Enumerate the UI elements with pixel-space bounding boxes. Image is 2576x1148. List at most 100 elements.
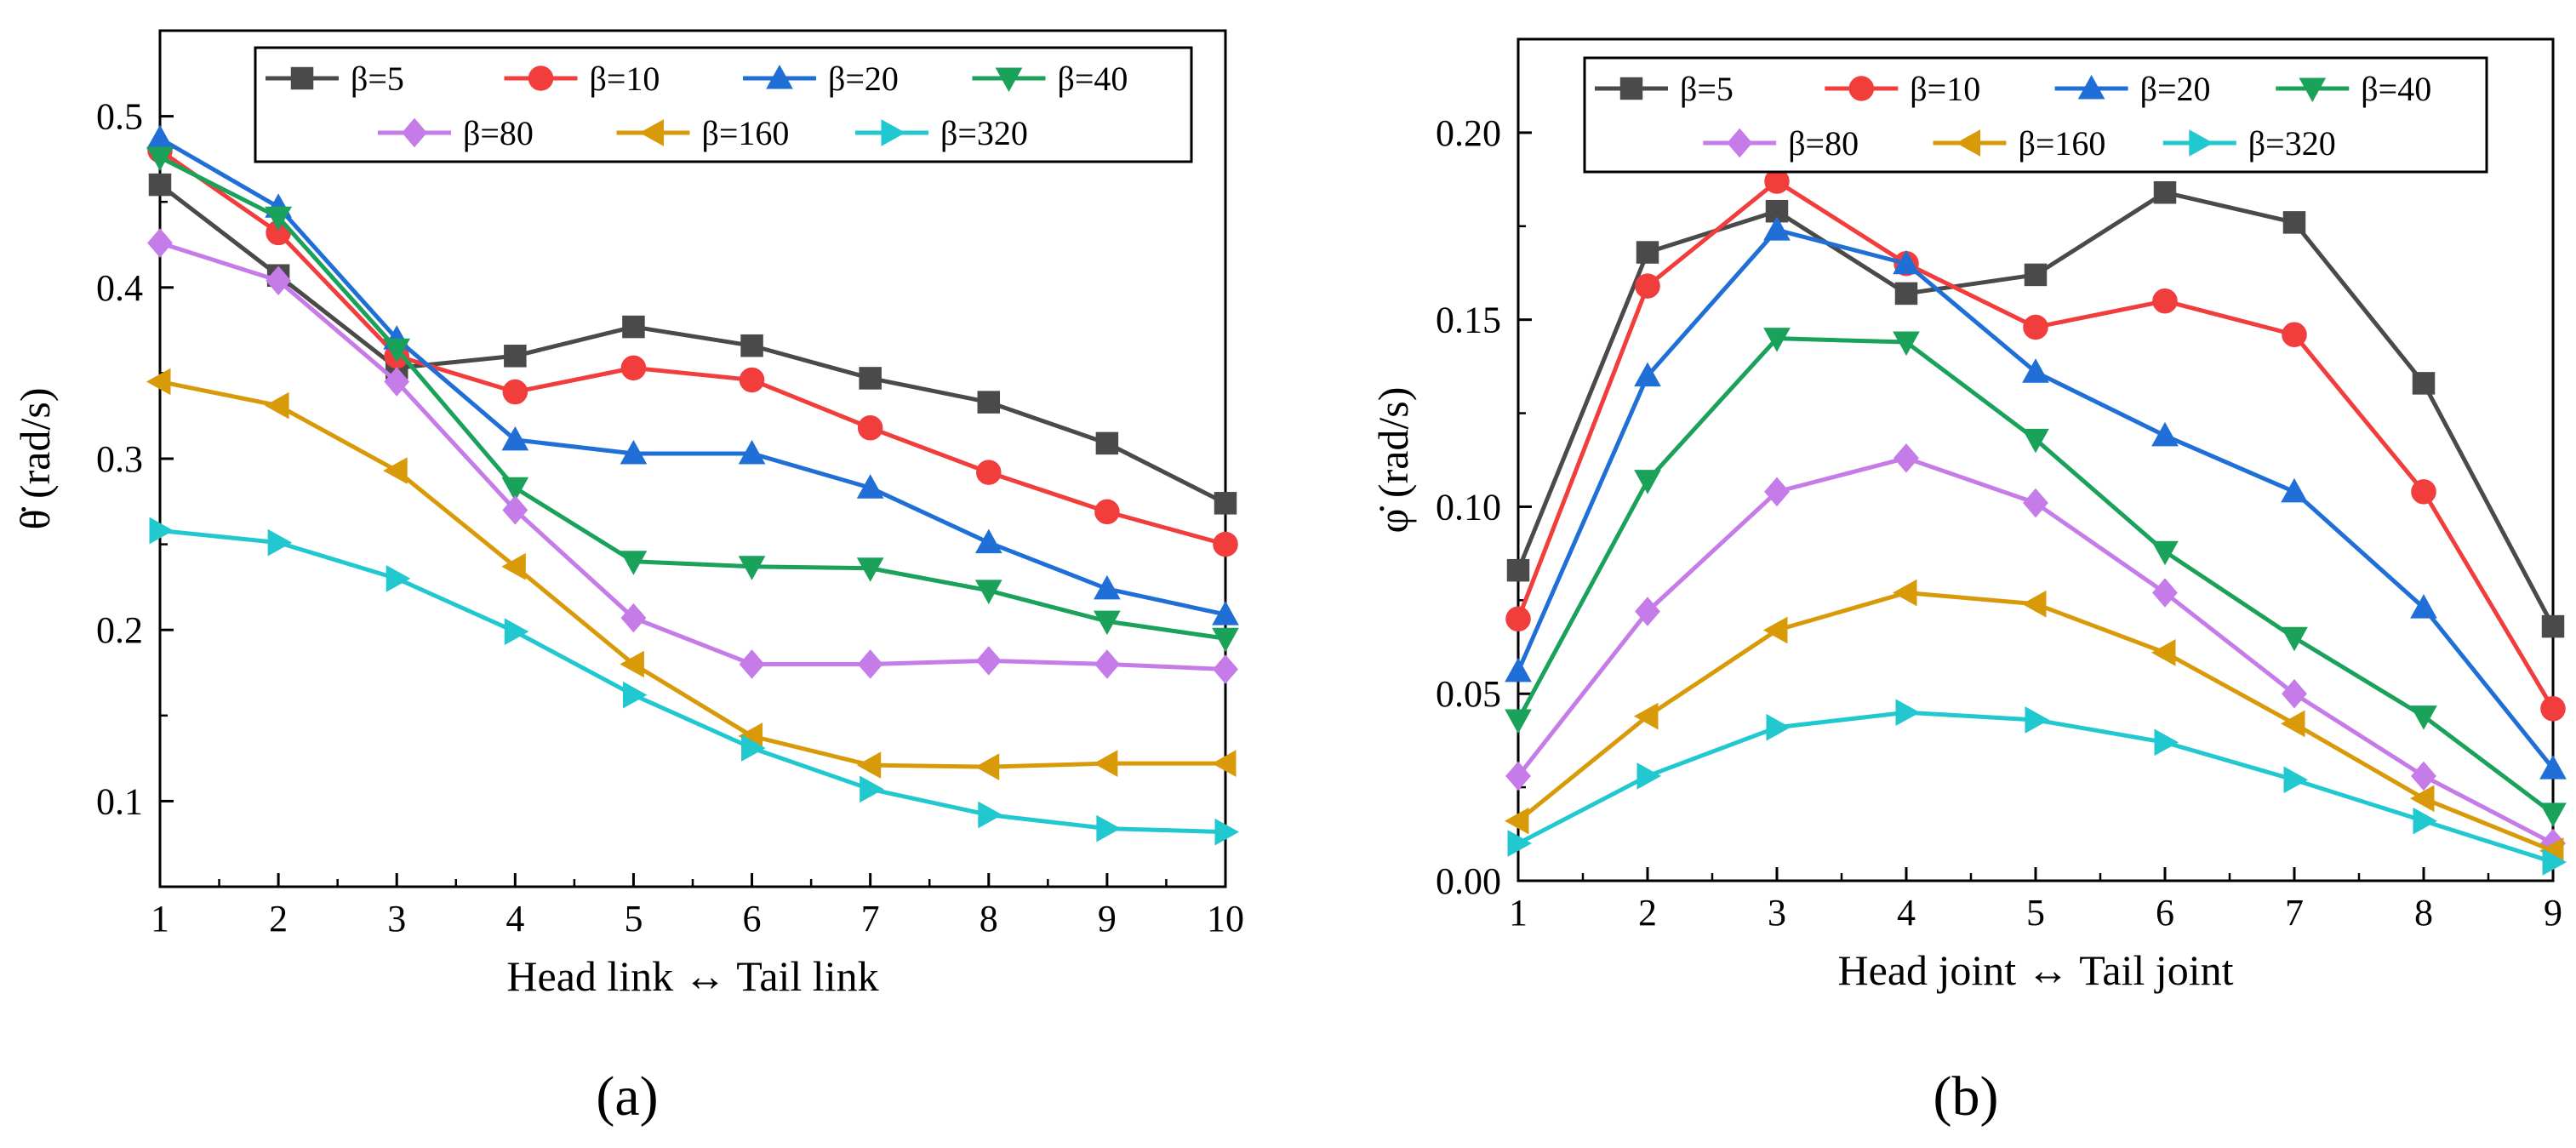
data-point <box>622 681 648 709</box>
legend-marker <box>2077 74 2105 100</box>
data-point <box>1505 657 1532 683</box>
data-point <box>2281 477 2308 503</box>
data-point <box>860 775 884 803</box>
y-tick-label: 0.5 <box>96 96 143 138</box>
x-tick-label: 9 <box>2544 892 2562 934</box>
data-point <box>2412 372 2436 395</box>
data-point <box>266 266 292 296</box>
data-point <box>1094 649 1120 679</box>
data-point <box>2539 755 2567 780</box>
x-tick-label: 9 <box>1098 898 1117 940</box>
data-point <box>2150 639 2176 666</box>
legend-item: β=80 <box>378 114 534 152</box>
series-layer <box>146 124 1240 846</box>
series-line <box>158 155 1226 641</box>
data-point <box>1504 807 1529 835</box>
data-point <box>620 650 644 678</box>
legend-label: β=160 <box>2019 124 2106 163</box>
data-point <box>739 367 765 393</box>
y-tick-label: 0.2 <box>96 609 143 651</box>
series-layer <box>1504 168 2567 876</box>
legend-marker <box>1727 128 1753 158</box>
data-point <box>1505 606 1531 632</box>
series-diamond <box>1505 443 2566 859</box>
legend-label: β=320 <box>940 114 1028 152</box>
legend-marker <box>639 119 664 146</box>
y-tick-label: 0.20 <box>1436 112 1501 154</box>
x-tick-label: 7 <box>861 898 880 940</box>
series-triangle-right <box>149 517 1240 846</box>
data-point <box>1506 558 1530 582</box>
data-point <box>2023 314 2048 340</box>
data-point <box>2281 626 2308 652</box>
panel-label: (a) <box>596 1065 658 1128</box>
data-point <box>1636 762 1662 790</box>
data-point <box>856 474 884 499</box>
data-point <box>1211 750 1237 777</box>
legend-marker <box>1956 129 1980 157</box>
series-triangle-down <box>1505 328 2567 827</box>
legend-item: β=160 <box>1933 124 2106 163</box>
data-point <box>2539 802 2567 827</box>
legend-item: β=5 <box>1595 70 1734 108</box>
data-point <box>1766 713 1791 741</box>
x-axis-label: Head link ↔ Tail link <box>506 952 878 1000</box>
x-tick-label: 8 <box>2414 892 2433 934</box>
legend-marker <box>766 64 793 89</box>
x-tick-label: 7 <box>2285 892 2304 934</box>
legend-marker <box>1619 77 1643 100</box>
legend-item: β=80 <box>1703 124 1859 163</box>
data-point <box>1634 362 1661 387</box>
data-point <box>620 439 648 465</box>
data-point <box>977 391 1001 414</box>
data-point <box>1895 699 1921 727</box>
data-point <box>2024 263 2048 287</box>
legend-label: β=160 <box>702 114 790 152</box>
legend-item: β=10 <box>504 60 660 98</box>
x-tick-label: 10 <box>1207 898 1244 940</box>
data-point <box>2021 590 2047 618</box>
data-point <box>2151 540 2179 566</box>
data-point <box>1633 702 1659 730</box>
data-point <box>1505 709 1532 734</box>
series-line <box>159 528 1226 835</box>
data-point <box>974 528 1002 554</box>
data-point <box>2540 696 2566 722</box>
data-point <box>1505 761 1531 791</box>
data-point <box>2282 322 2307 347</box>
data-point <box>265 206 292 231</box>
data-point <box>1893 443 1919 473</box>
data-point <box>2152 288 2178 314</box>
data-point <box>856 557 884 582</box>
data-point <box>974 580 1002 604</box>
series-triangle-up <box>1505 216 2567 780</box>
data-point <box>1635 273 1660 299</box>
x-tick-label: 6 <box>743 898 762 940</box>
data-point <box>146 146 174 171</box>
legend-marker <box>290 66 314 90</box>
data-point <box>859 367 882 390</box>
data-point <box>149 517 174 545</box>
data-point <box>504 618 529 646</box>
data-point <box>1094 610 1121 636</box>
legend: β=5 β=10 β=20 β=40 β=80 β=160 β=320 <box>254 46 1193 163</box>
data-point <box>620 355 647 381</box>
y-axis-label: φ̇ (rad/s) <box>1369 387 1417 534</box>
x-tick-label: 1 <box>151 898 169 940</box>
data-point <box>2411 761 2436 791</box>
x-axis-label: Head joint ↔ Tail joint <box>1838 946 2234 994</box>
x-tick-label: 4 <box>505 898 524 940</box>
legend-marker <box>2189 129 2213 157</box>
x-tick-label: 4 <box>1897 892 1916 934</box>
legend-marker <box>2299 77 2327 103</box>
data-point <box>386 564 411 592</box>
x-tick-label: 5 <box>624 898 643 940</box>
legend-label: β=40 <box>1058 60 1128 98</box>
x-tick-label: 5 <box>2026 892 2045 934</box>
data-point <box>622 315 645 339</box>
data-point <box>1894 282 1918 306</box>
legend-label: β=40 <box>2361 70 2431 108</box>
data-point <box>857 415 883 441</box>
legend-marker <box>995 67 1023 93</box>
